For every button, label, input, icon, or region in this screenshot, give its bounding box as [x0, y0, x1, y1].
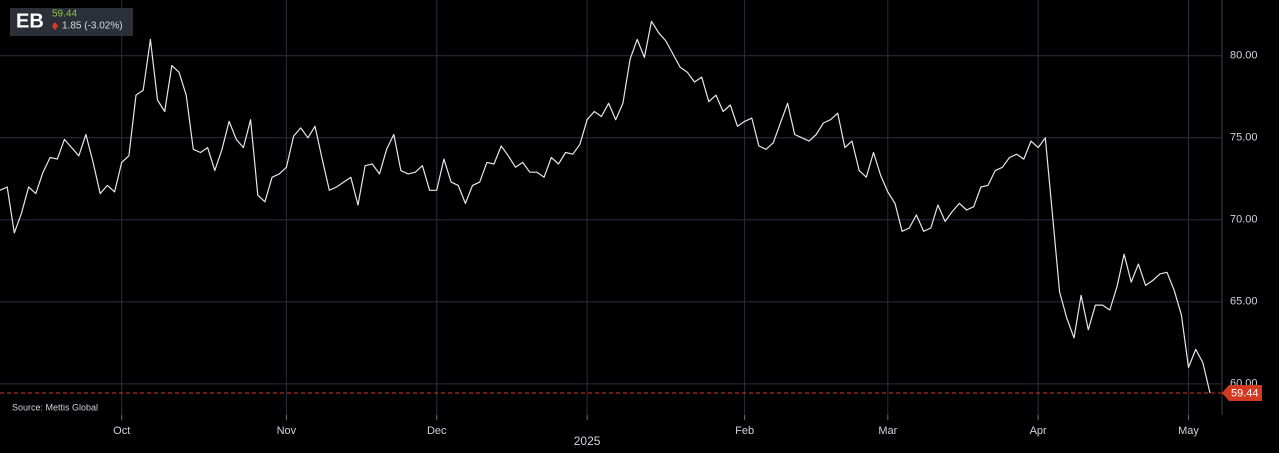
header-box	[10, 8, 133, 36]
symbol: EB	[16, 10, 44, 32]
x-tick-label: Nov	[277, 425, 297, 437]
last-price-tag	[1222, 385, 1262, 402]
y-tick-label: 80.00	[1230, 50, 1258, 62]
plot	[0, 20, 1222, 394]
price-line	[0, 20, 1211, 394]
x-tick-label: Dec	[427, 425, 447, 437]
x-tick-label: 2025	[574, 434, 601, 448]
x-tick-label: Mar	[878, 425, 897, 437]
y-tick-label: 65.00	[1230, 296, 1258, 308]
source: Source: Mettis Global	[12, 402, 98, 412]
x-tick-label: Feb	[735, 425, 754, 437]
change: 1.85 (-3.02%)	[62, 21, 123, 32]
x-tick-label: May	[1178, 425, 1199, 437]
down-icon	[52, 22, 58, 30]
grid	[0, 0, 1222, 415]
x-tick-label: Oct	[113, 425, 130, 437]
y-tick-label: 70.00	[1230, 214, 1258, 226]
y-tick-label: 75.00	[1230, 132, 1258, 144]
x-tick-label: Apr	[1030, 425, 1047, 437]
last-price-label: 59.44	[1231, 387, 1259, 399]
price: 59.44	[52, 9, 77, 20]
